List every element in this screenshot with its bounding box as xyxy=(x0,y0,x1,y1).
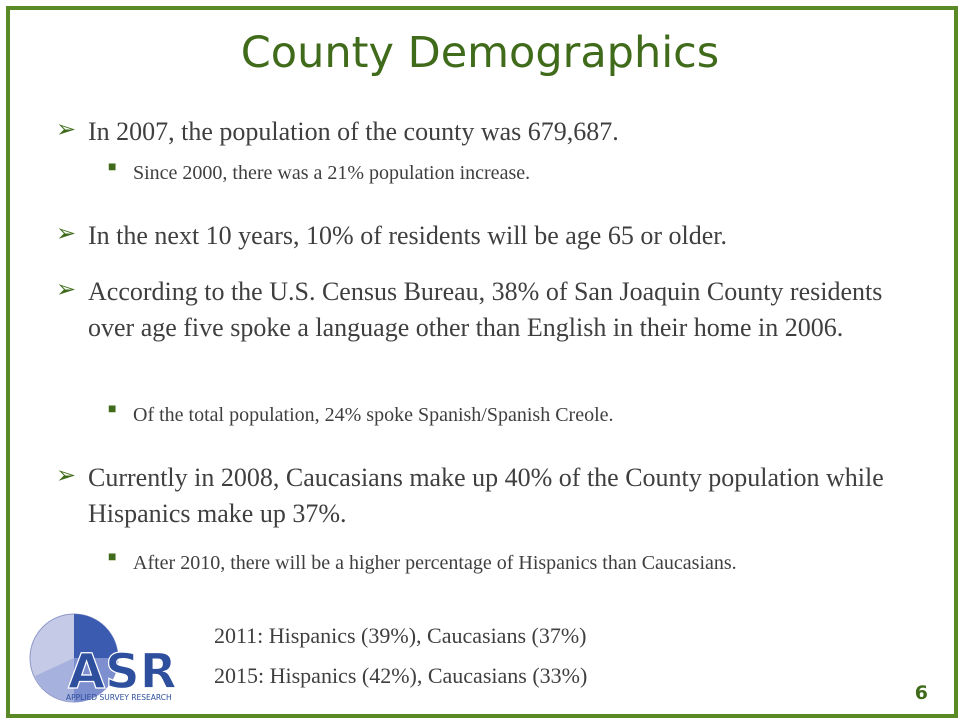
sub-bullet-text: Since 2000, there was a 21% population i… xyxy=(133,162,531,184)
arrow-bullet-icon: ➢ xyxy=(56,221,77,247)
square-bullet-icon: ■ xyxy=(108,160,117,175)
slide-frame xyxy=(6,6,958,718)
arrow-bullet-icon: ➢ xyxy=(56,277,77,303)
logo-tagline: APPLIED SURVEY RESEARCH xyxy=(66,693,172,702)
square-bullet-icon: ■ xyxy=(108,402,117,417)
sub-bullet-text: After 2010, there will be a higher perce… xyxy=(133,552,737,574)
projection-2015: 2015: Hispanics (42%), Caucasians (33%) xyxy=(214,663,588,688)
sub-bullet-text: Of the total population, 24% spoke Spani… xyxy=(133,404,614,426)
square-bullet-icon: ■ xyxy=(108,550,117,565)
asr-logo: ASR APPLIED SURVEY RESEARCH xyxy=(29,613,177,703)
slide-title: County Demographics xyxy=(240,28,720,78)
bullet-text: According to the U.S. Census Bureau, 38%… xyxy=(88,277,883,342)
pie-logo-icon xyxy=(29,613,119,703)
page-number: 6 xyxy=(914,682,928,704)
logo-letters: ASR xyxy=(68,644,177,700)
projection-2011: 2011: Hispanics (39%), Caucasians (37%) xyxy=(214,623,587,648)
arrow-bullet-icon: ➢ xyxy=(56,117,77,143)
bullet-text: In 2007, the population of the county wa… xyxy=(88,117,619,146)
bullet-text: In the next 10 years, 10% of residents w… xyxy=(88,221,727,250)
arrow-bullet-icon: ➢ xyxy=(56,463,77,489)
bullet-text: Currently in 2008, Caucasians make up 40… xyxy=(88,463,884,528)
